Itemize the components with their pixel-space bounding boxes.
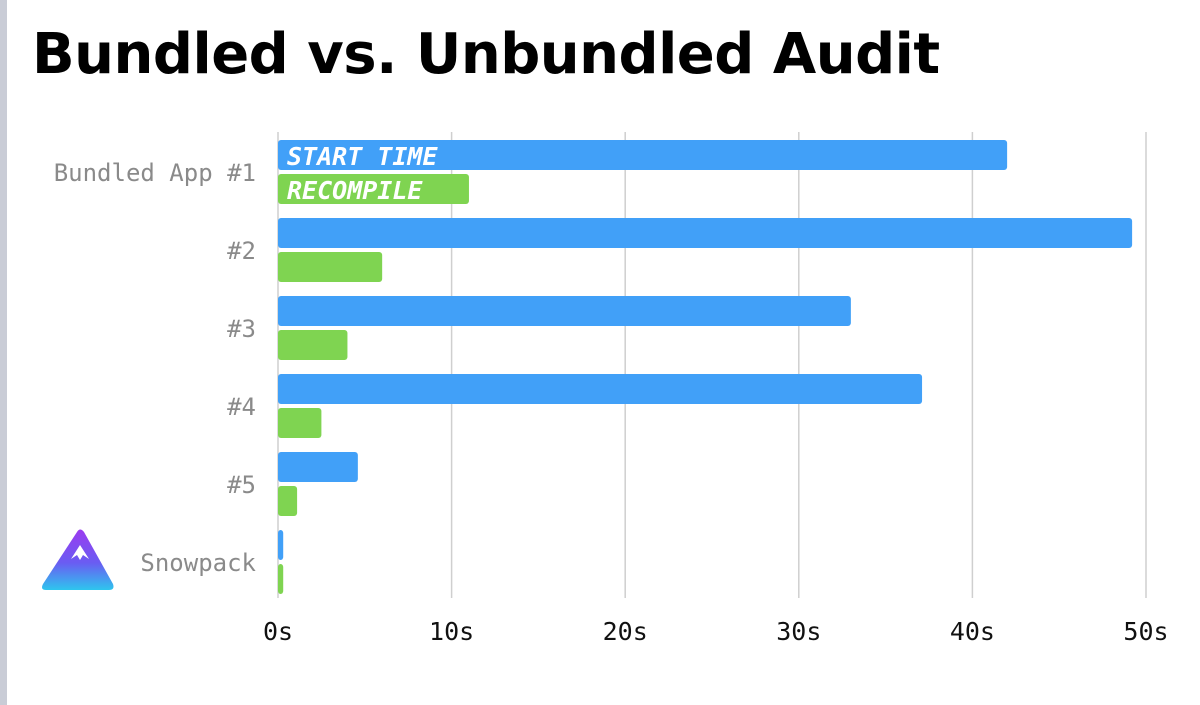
- legend-start-time: START TIME: [287, 142, 438, 171]
- category-label: #5: [227, 471, 256, 499]
- category-label: Bundled App #1: [54, 159, 256, 187]
- x-tick-label: 10s: [429, 617, 474, 646]
- legend-recompile: RECOMPILE: [287, 176, 423, 205]
- left-edge-border: [0, 0, 7, 705]
- bar-start-time-3: [278, 296, 851, 326]
- x-tick-label: 0s: [263, 617, 293, 646]
- category-label: #4: [227, 393, 256, 421]
- category-label: Snowpack: [140, 549, 256, 577]
- bar-recompile-2: [278, 252, 383, 282]
- page-title: Bundled vs. Unbundled Audit: [32, 22, 940, 87]
- bar-recompile-4: [278, 408, 322, 438]
- x-tick-label: 20s: [603, 617, 648, 646]
- bar-start-time-snowpack: [278, 530, 284, 560]
- bar-start-time-bundled-app-1: [278, 140, 1008, 170]
- category-label: #2: [227, 237, 256, 265]
- bar-recompile-snowpack: [278, 564, 284, 594]
- bar-start-time-2: [278, 218, 1133, 248]
- bar-recompile-bundled-app-1: [278, 174, 469, 204]
- x-tick-label: 30s: [776, 617, 821, 646]
- x-tick-label: 50s: [1123, 617, 1168, 646]
- bar-recompile-3: [278, 330, 348, 360]
- snowpack-logo: [42, 529, 114, 590]
- bar-start-time-5: [278, 452, 358, 482]
- bar-recompile-5: [278, 486, 298, 516]
- x-tick-label: 40s: [950, 617, 995, 646]
- category-label: #3: [227, 315, 256, 343]
- bar-start-time-4: [278, 374, 923, 404]
